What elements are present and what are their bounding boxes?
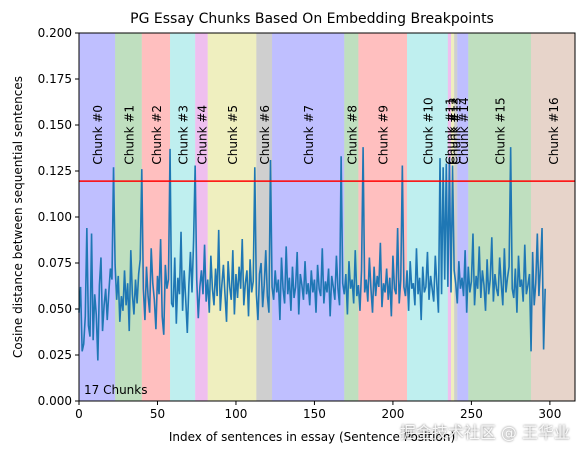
watermark: 掘金技术社区 @ 王华业 — [399, 423, 570, 442]
chunk-label-3: Chunk #3 — [177, 105, 191, 165]
chunk-label-1: Chunk #1 — [122, 105, 136, 165]
chunk-regions — [79, 33, 575, 401]
plot-frame — [78, 32, 576, 402]
chunk-label-12: Chunk #12 — [447, 97, 461, 164]
y-tick-label: 0.125 — [38, 164, 72, 178]
chunk-label-16: Chunk #16 — [547, 97, 561, 164]
x-tick-label: 150 — [303, 407, 326, 421]
x-tick-label: 200 — [381, 407, 404, 421]
chunk-label-7: Chunk #7 — [302, 105, 316, 165]
chunk-region-5 — [207, 33, 257, 401]
chunk-label-6: Chunk #6 — [258, 105, 272, 165]
y-tick-label: 0.025 — [38, 348, 72, 362]
chunk-label-0: Chunk #0 — [91, 105, 105, 165]
y-tick-label: 0.200 — [38, 26, 72, 40]
x-tick-label: 100 — [225, 407, 248, 421]
y-tick-label: 0.100 — [38, 210, 72, 224]
chunk-region-7 — [272, 33, 345, 401]
y-axis-label: Cosine distance between sequential sente… — [11, 76, 25, 358]
y-tick-label: 0.175 — [38, 72, 72, 86]
chunk-region-9 — [358, 33, 408, 401]
chunk-label-14: Chunk #14 — [457, 97, 471, 164]
chunk-region-8 — [344, 33, 359, 401]
chunk-region-15 — [468, 33, 532, 401]
x-tick-label: 250 — [460, 407, 483, 421]
chunk-region-16 — [531, 33, 575, 401]
chunk-label-15: Chunk #15 — [494, 97, 508, 164]
y-tick-label: 0.150 — [38, 118, 72, 132]
chunk-label-9: Chunk #9 — [377, 105, 391, 165]
y-tick-label: 0.075 — [38, 256, 72, 270]
chunk-region-3 — [170, 33, 196, 401]
x-axis-label: Index of sentences in essay (Sentence Po… — [169, 430, 455, 444]
chart-title: PG Essay Chunks Based On Embedding Break… — [130, 11, 494, 27]
x-tick-label: 50 — [150, 407, 165, 421]
chunk-region-13 — [454, 33, 458, 401]
series-line — [78, 147, 546, 361]
chunk-count-annotation: 17 Chunks — [84, 383, 147, 397]
chunk-label-13: Chunk #13 — [450, 97, 464, 164]
chunk-label-4: Chunk #4 — [195, 105, 209, 165]
x-tick-label: 0 — [75, 407, 83, 421]
chunk-label-5: Chunk #5 — [226, 105, 240, 165]
chunk-label-2: Chunk #2 — [150, 105, 164, 165]
chunk-label-8: Chunk #8 — [345, 105, 359, 165]
chunk-region-14 — [457, 33, 469, 401]
chunk-region-1 — [115, 33, 142, 401]
chunk-labels: Chunk #0 Chunk #1 Chunk #2 Chunk #3 Chunk #4… — [91, 97, 561, 164]
y-tick-label: 0.050 — [38, 302, 72, 316]
chunk-region-2 — [141, 33, 171, 401]
chunk-label-11: Chunk #11 — [443, 97, 457, 164]
x-tick-label: 300 — [538, 407, 561, 421]
axis-ticks: 0 50 100 150 200 250 300 0.000 0.025 0.050 0.075 0.… — [38, 26, 562, 421]
chunk-label-10: Chunk #10 — [422, 97, 436, 164]
y-tick-label: 0.000 — [38, 394, 72, 408]
chunk-region-4 — [195, 33, 208, 401]
